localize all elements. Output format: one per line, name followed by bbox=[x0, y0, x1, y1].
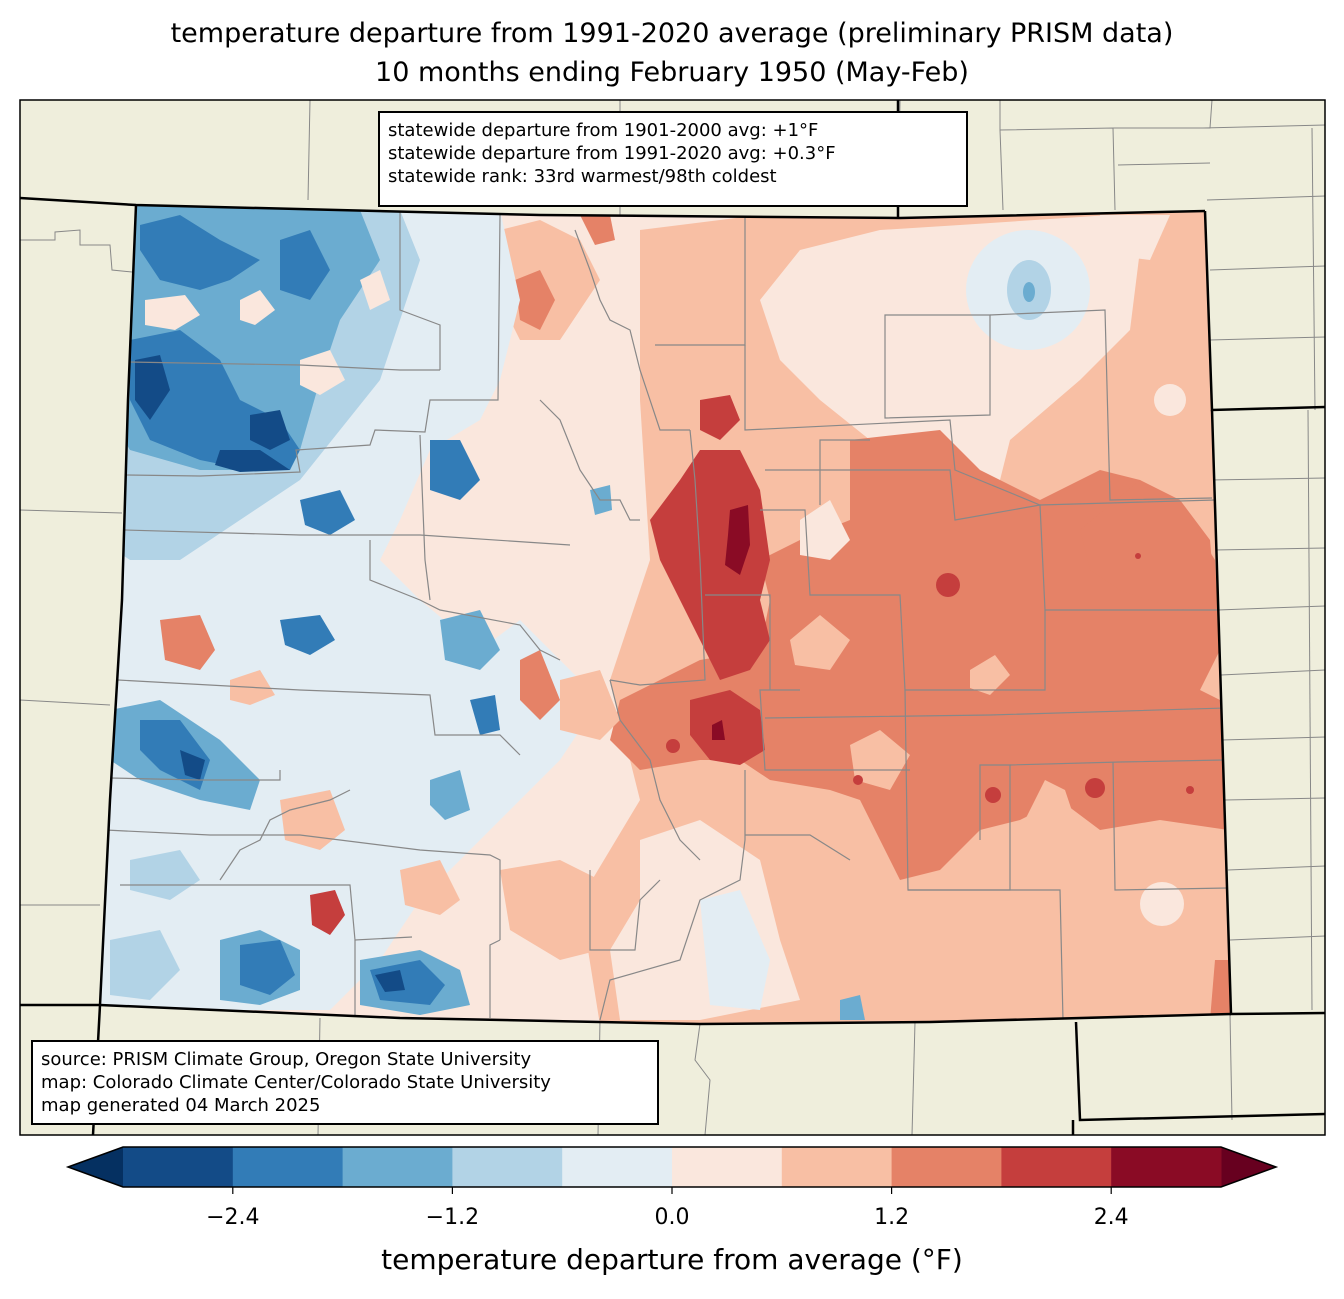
temperature-contours bbox=[100, 205, 1231, 1024]
credits-map: map: Colorado Climate Center/Colorado St… bbox=[41, 1072, 551, 1093]
colorbar-extend-max bbox=[1221, 1147, 1276, 1187]
colorbar-label: temperature departure from average (°F) bbox=[381, 1243, 963, 1276]
map-frame bbox=[19, 99, 1326, 1136]
map-subtitle: 10 months ending February 1950 (May-Feb) bbox=[375, 57, 969, 88]
colorbar-tick-label: 0.0 bbox=[654, 1205, 690, 1230]
colorbar-bin bbox=[891, 1147, 1002, 1187]
credits-source: source: PRISM Climate Group, Oregon Stat… bbox=[41, 1049, 532, 1070]
colorbar-tick-label: 1.2 bbox=[874, 1205, 910, 1230]
stats-line-1901-2000: statewide departure from 1901-2000 avg: … bbox=[388, 120, 819, 141]
colorbar-tick-label: −2.4 bbox=[206, 1205, 260, 1230]
colorbar-bin bbox=[452, 1147, 563, 1187]
colorbar-tick-label: 2.4 bbox=[1093, 1205, 1129, 1230]
statewide-stats-box: statewide departure from 1901-2000 avg: … bbox=[378, 111, 968, 207]
colorbar-bin bbox=[562, 1147, 673, 1187]
credits-box: source: PRISM Climate Group, Oregon Stat… bbox=[31, 1040, 659, 1125]
colorbar-bin bbox=[672, 1147, 783, 1187]
map-title: temperature departure from 1991-2020 ave… bbox=[170, 18, 1174, 49]
colorbar bbox=[65, 1146, 1279, 1194]
colorbar-bin bbox=[123, 1147, 234, 1187]
stats-line-rank: statewide rank: 33rd warmest/98th coldes… bbox=[388, 166, 777, 187]
credits-generated: map generated 04 March 2025 bbox=[41, 1095, 321, 1116]
colorbar-bin bbox=[781, 1147, 893, 1187]
colorbar-bin bbox=[232, 1147, 344, 1187]
colorbar-bin bbox=[342, 1147, 453, 1187]
stats-line-1991-2020: statewide departure from 1991-2020 avg: … bbox=[388, 143, 836, 164]
colorbar-bin bbox=[1001, 1147, 1112, 1187]
colorbar-outline bbox=[65, 1146, 1279, 1188]
colorbar-bin bbox=[1111, 1147, 1222, 1187]
colorbar-tick-label: −1.2 bbox=[425, 1205, 480, 1230]
state-boundaries bbox=[20, 100, 1325, 1135]
county-lines bbox=[104, 212, 1229, 1021]
colorbar-extend-min bbox=[68, 1147, 123, 1187]
